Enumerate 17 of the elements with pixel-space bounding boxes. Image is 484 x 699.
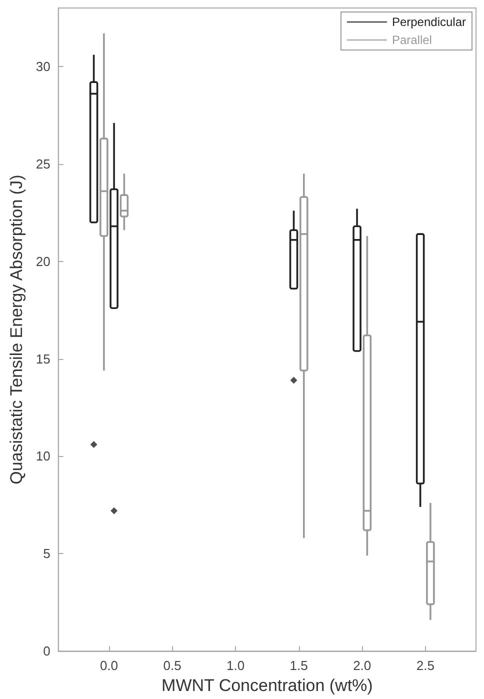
y-tick-label: 15	[36, 351, 50, 366]
x-tick-label: 2.0	[353, 658, 372, 674]
y-tick-label: 5	[43, 546, 50, 562]
x-tick-label: 2.5	[416, 658, 434, 674]
y-tick-label: 30	[36, 58, 50, 74]
legend-label: Perpendicular	[392, 15, 466, 29]
x-tick-label: 0.5	[163, 658, 182, 674]
x-tick-label: 1.5	[290, 658, 308, 674]
y-tick-label: 20	[36, 254, 50, 269]
y-axis-title: Quasistatic Tensile Energy Absorption (J)	[7, 174, 26, 484]
x-tick-label: 1.0	[226, 658, 245, 674]
legend-label: Parallel	[392, 33, 432, 47]
x-axis-title: MWNT Concentration (wt%)	[162, 676, 373, 695]
y-tick-label: 25	[36, 156, 50, 172]
y-tick-label: 0	[43, 644, 50, 659]
x-tick-label: 0.0	[100, 658, 118, 674]
y-tick-label: 10	[36, 448, 50, 464]
